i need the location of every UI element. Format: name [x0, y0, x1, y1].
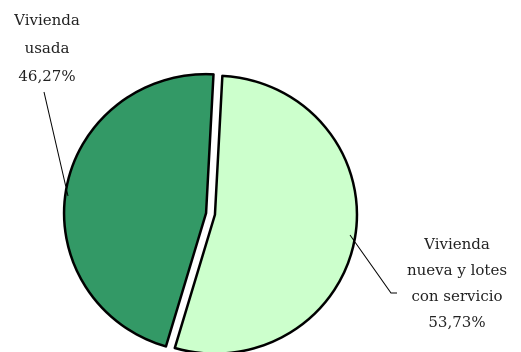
slice-label-1: Vivienda usada 46,27%: [13, 11, 80, 85]
slice-label-line: con servicio: [411, 287, 502, 305]
leader-line-1: [43, 91, 69, 197]
slice-label-line: nueva y lotes: [407, 261, 507, 279]
slice-labels: Vivienda nueva y lotes con servicio 53,73%V…: [13, 11, 507, 331]
leader-line-0: [349, 234, 397, 294]
slice-label-line: Vivienda: [423, 235, 490, 253]
pie-slices: [62, 72, 359, 352]
slice-label-line: Vivienda: [13, 11, 80, 29]
slice-label-0: Vivienda nueva y lotes con servicio 53,73%: [407, 235, 507, 331]
pie-slice-0: [173, 74, 359, 352]
slice-value-label: 46,27%: [18, 67, 75, 85]
slice-label-line: usada: [25, 39, 70, 57]
leader-lines: [43, 91, 397, 294]
slice-value-label: 53,73%: [428, 313, 485, 331]
